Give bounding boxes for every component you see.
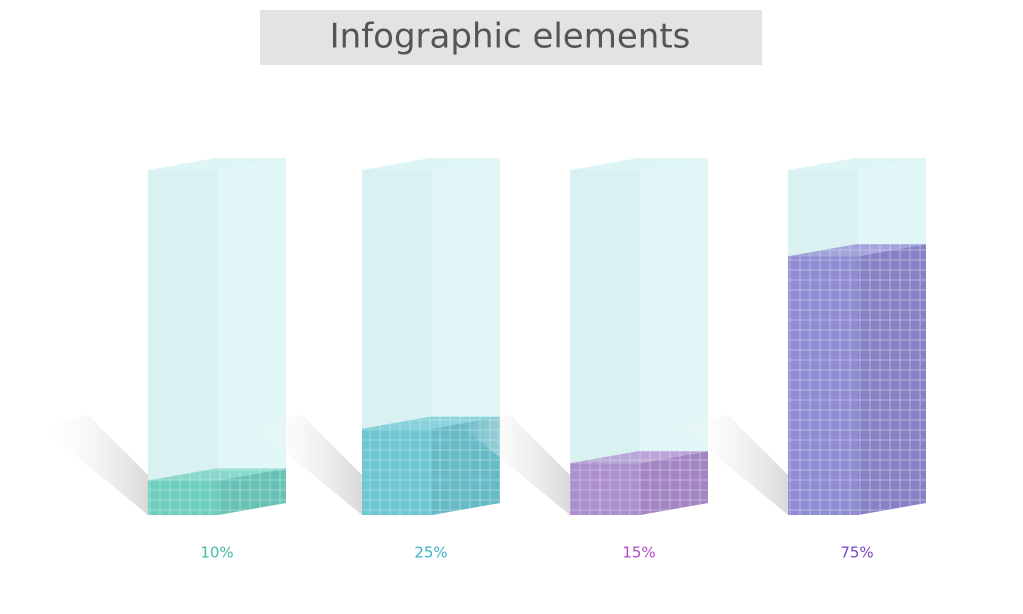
glass-front (570, 170, 640, 515)
bar-top-grid (362, 416, 500, 429)
glass-side (858, 158, 926, 515)
bar-top-grid (148, 468, 286, 481)
bar-grid (148, 480, 218, 515)
shadow (678, 415, 788, 515)
glass-top (148, 158, 286, 170)
bar-grid (570, 463, 640, 515)
bar-top-grid (570, 451, 708, 464)
glass-front (148, 170, 218, 515)
bar-grid (362, 428, 432, 515)
bar-side-grid (858, 244, 926, 515)
chart-title: Infographic elements (330, 17, 691, 57)
glass-front (362, 170, 432, 515)
value-label: 15% (622, 544, 655, 562)
glass-side (432, 158, 500, 515)
bar-grid (788, 256, 858, 515)
shadow (252, 415, 362, 515)
value-label: 25% (414, 544, 447, 562)
glass-top (362, 158, 500, 170)
glass-top (570, 158, 708, 170)
bars: 10% 25% 15% 75% (38, 158, 926, 562)
bar-side-grid (218, 468, 286, 515)
glass-side (218, 158, 286, 515)
glass-side (640, 158, 708, 515)
glass-top (788, 158, 926, 170)
value-label: 10% (200, 544, 233, 562)
title-box (260, 10, 762, 65)
bar-side-grid (640, 451, 708, 515)
bar-top-grid (788, 244, 926, 257)
shadow (38, 415, 148, 515)
shadow (460, 415, 570, 515)
value-label: 75% (840, 544, 873, 562)
glass-front (788, 170, 858, 515)
